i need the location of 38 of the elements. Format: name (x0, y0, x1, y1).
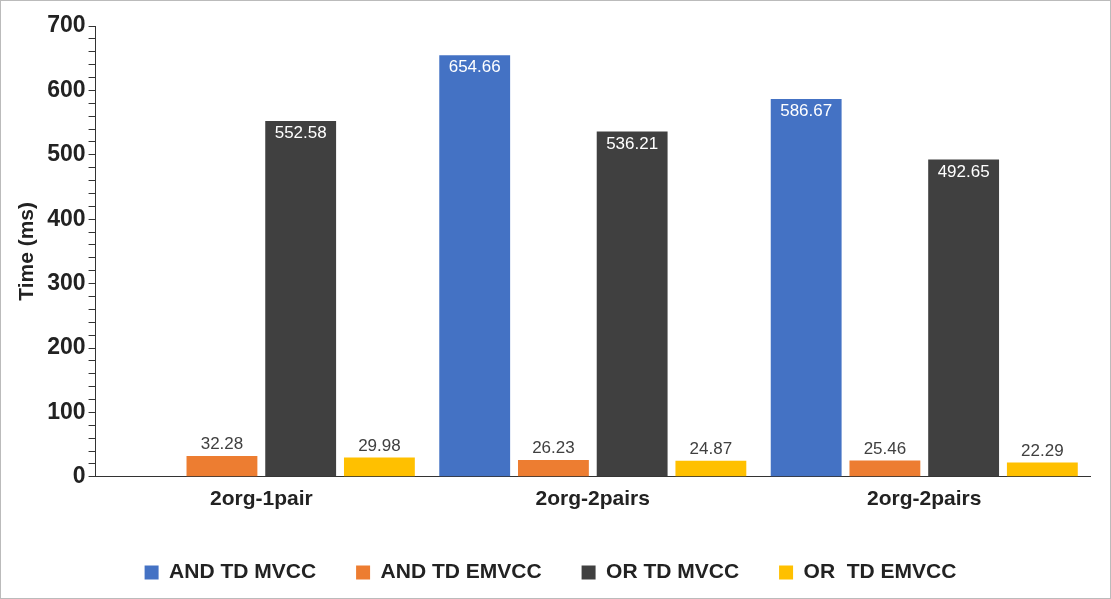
data-label: 26.23 (532, 438, 575, 458)
bar (928, 159, 1000, 477)
y-axis-title: Time (ms) (14, 201, 38, 301)
legend-label: OR TD EMVCC (803, 559, 957, 583)
bar (770, 98, 842, 477)
data-label: 22.29 (1021, 440, 1064, 460)
data-label: 492.65 (937, 161, 990, 181)
data-label: 29.98 (358, 435, 401, 455)
y-tick-label: 600 (47, 75, 86, 102)
x-tick-label: 2org-1pair (209, 486, 313, 510)
bar (1006, 462, 1078, 477)
data-label: 536.21 (606, 133, 659, 153)
data-label: 24.87 (689, 438, 733, 458)
y-tick-label: 400 (47, 204, 86, 231)
bar (186, 456, 258, 477)
legend-label: AND TD MVCC (169, 559, 317, 583)
bar (439, 55, 511, 477)
legend-label: OR TD MVCC (606, 559, 740, 583)
data-label: 586.67 (780, 101, 833, 121)
y-tick-label: 100 (47, 397, 86, 424)
bar (849, 460, 921, 477)
data-label: 552.58 (274, 123, 327, 143)
y-tick-label: 300 (47, 268, 86, 295)
bar (596, 131, 668, 477)
y-tick-label: 0 (72, 462, 86, 489)
bar (518, 459, 589, 477)
data-label: 654.66 (448, 57, 501, 77)
x-tick-label: 2org-2pairs (535, 486, 650, 510)
bar (343, 457, 415, 477)
bar (265, 120, 337, 477)
y-tick-label: 700 (47, 11, 86, 38)
y-tick-label: 200 (47, 333, 86, 360)
data-label: 25.46 (863, 438, 907, 458)
legend-label: AND TD EMVCC (380, 559, 542, 583)
bar (675, 460, 747, 477)
x-tick-label: 2org-2pairs (867, 486, 982, 510)
y-tick-label: 500 (47, 140, 86, 167)
data-label: 32.28 (200, 434, 244, 454)
